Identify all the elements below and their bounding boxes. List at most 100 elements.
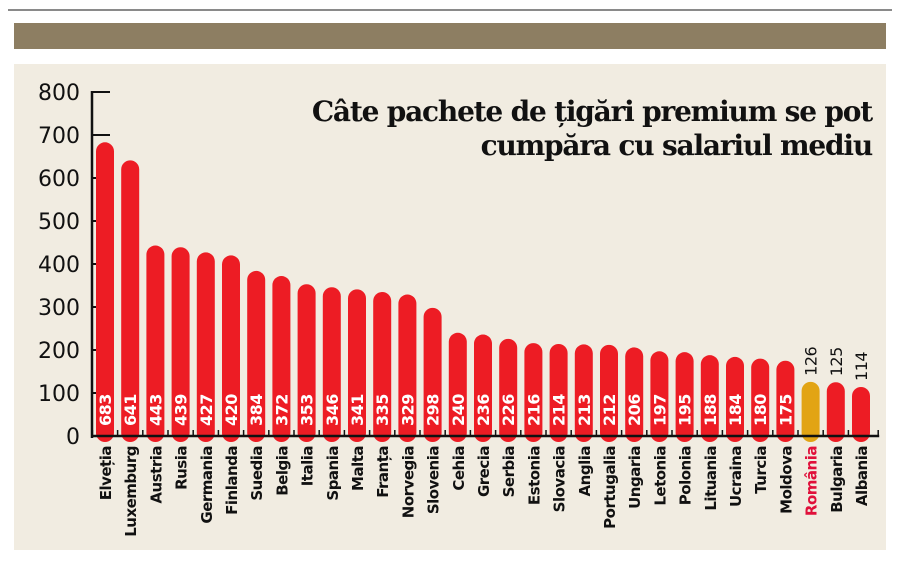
data-label: 341 — [348, 394, 367, 426]
bar-grecia — [474, 334, 492, 442]
data-label: 236 — [474, 394, 493, 426]
data-label: 353 — [298, 394, 317, 426]
y-tick-label: 500 — [38, 210, 80, 235]
data-label: 420 — [222, 394, 241, 426]
data-label: 184 — [726, 394, 745, 426]
bar-rusia — [171, 247, 190, 442]
bar-albania — [852, 386, 870, 442]
chart-title-line-2: cumpăra cu salariul mediu — [480, 129, 874, 162]
bar-bulgaria — [826, 382, 845, 442]
x-tick-label: Franța — [374, 446, 392, 498]
x-tick-label: Albania — [853, 446, 871, 506]
x-tick-label: Spania — [324, 446, 342, 501]
bar-românia — [801, 381, 820, 442]
bar-ucraina — [726, 356, 744, 442]
data-label: 216 — [524, 394, 543, 426]
data-label: 372 — [272, 394, 291, 426]
bar-slovacia — [549, 343, 568, 442]
x-tick-label: Finlanda — [223, 446, 241, 515]
data-label: 384 — [247, 394, 266, 426]
x-tick-label: Ucraina — [727, 446, 745, 507]
x-tick-label: Belgia — [273, 446, 291, 496]
top-rule — [8, 9, 892, 11]
bar-ungaria — [625, 347, 644, 442]
x-tick-label: Moldova — [777, 446, 795, 514]
bar-estonia — [524, 343, 543, 442]
bar-anglia — [574, 344, 593, 442]
data-label: 197 — [650, 394, 669, 426]
bar-moldova — [776, 360, 795, 442]
data-label: 298 — [424, 394, 443, 426]
x-tick-label: Slovacia — [551, 446, 569, 512]
x-tick-label: Letonia — [651, 446, 669, 506]
bar-lituania — [700, 355, 719, 442]
bar-luxemburg — [121, 160, 140, 442]
bar-cehia — [448, 332, 467, 442]
data-label: 427 — [197, 394, 216, 426]
chart-title: Câte pachete de țigări premium se pot cu… — [232, 95, 874, 163]
x-tick-label: Malta — [349, 446, 367, 491]
x-tick-label: Elveția — [97, 446, 115, 500]
x-tick-label: Rusia — [173, 446, 191, 490]
data-label: 188 — [701, 394, 720, 426]
data-label: 683 — [96, 394, 115, 426]
data-label: 335 — [373, 394, 392, 426]
y-tick-label: 100 — [38, 382, 80, 407]
x-tick-label: Turcia — [752, 446, 770, 494]
data-label: 439 — [172, 394, 191, 426]
x-tick-label: Polonia — [677, 446, 695, 505]
data-label: 346 — [323, 394, 342, 426]
x-tick-label: Norvegia — [399, 446, 417, 518]
x-tick-label: Ungaria — [626, 446, 644, 509]
bar-polonia — [675, 352, 694, 442]
x-tick-label: Bulgaria — [828, 446, 846, 513]
bar-elveția — [96, 142, 114, 442]
bar-franța — [373, 291, 392, 442]
data-label: 213 — [575, 394, 594, 426]
bar-portugalia — [600, 344, 618, 442]
data-label: 126 — [802, 346, 821, 375]
data-label: 180 — [751, 394, 770, 426]
data-label: 214 — [550, 394, 569, 426]
bar-italia — [297, 284, 316, 442]
bar-spania — [322, 287, 341, 442]
x-tick-label: Portugalia — [601, 446, 619, 529]
data-label: 195 — [676, 394, 695, 426]
x-tick-label: Germania — [198, 446, 216, 524]
bar-malta — [348, 289, 366, 442]
bar-austria — [146, 245, 165, 442]
bar-letonia — [650, 351, 669, 442]
y-tick-label: 400 — [38, 253, 80, 278]
data-label: 329 — [398, 394, 417, 426]
x-tick-label: Slovenia — [425, 446, 443, 514]
x-tick-label: Lituania — [702, 446, 720, 511]
x-tick-label: România — [803, 446, 821, 516]
data-label: 125 — [827, 347, 846, 376]
data-label: 114 — [852, 352, 871, 381]
x-tick-label: Suedia — [248, 446, 266, 501]
y-tick-label: 600 — [38, 167, 80, 192]
y-tick-label: 700 — [38, 124, 80, 149]
bar-slovenia — [423, 307, 442, 442]
bar-belgia — [272, 276, 291, 442]
x-tick-label: Austria — [147, 446, 165, 504]
x-tick-label: Italia — [299, 446, 317, 486]
bar-serbia — [499, 338, 518, 442]
data-label: 175 — [776, 394, 795, 426]
y-tick-label: 200 — [38, 339, 80, 364]
bar-turcia — [751, 358, 770, 442]
data-label: 443 — [146, 394, 165, 426]
y-tick-label: 0 — [66, 425, 80, 450]
chart-title-line-1: Câte pachete de țigări premium se pot — [311, 95, 873, 128]
data-label: 212 — [600, 394, 619, 426]
x-tick-label: Luxemburg — [122, 446, 140, 537]
x-tick-label: Anglia — [576, 446, 594, 496]
y-tick-label: 800 — [38, 81, 80, 106]
x-tick-label: Estonia — [525, 446, 543, 505]
header-band — [14, 23, 886, 49]
bar-suedia — [247, 270, 266, 442]
data-label: 226 — [499, 394, 518, 426]
data-label: 206 — [625, 394, 644, 426]
data-label: 641 — [121, 394, 140, 426]
